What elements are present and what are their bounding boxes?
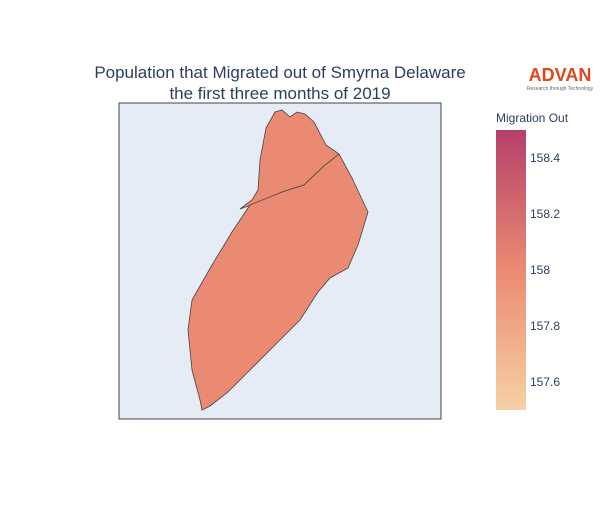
colorbar-tick-label: 157.8 [530,319,560,333]
chart-title: Population that Migrated out of Smyrna D… [94,63,465,82]
colorbar-title: Migration Out [496,111,569,125]
colorbar [496,130,526,410]
colorbar-tick-label: 157.6 [530,375,560,389]
logo-tagline: Research through Technology [527,86,594,92]
chart-title: the first three months of 2019 [169,84,390,103]
region [187,153,369,411]
colorbar-tick-label: 158.4 [530,151,560,165]
colorbar-tick-label: 158.2 [530,207,560,221]
colorbar-tick-label: 158 [530,263,550,277]
logo-name: ADVAN [529,65,592,85]
